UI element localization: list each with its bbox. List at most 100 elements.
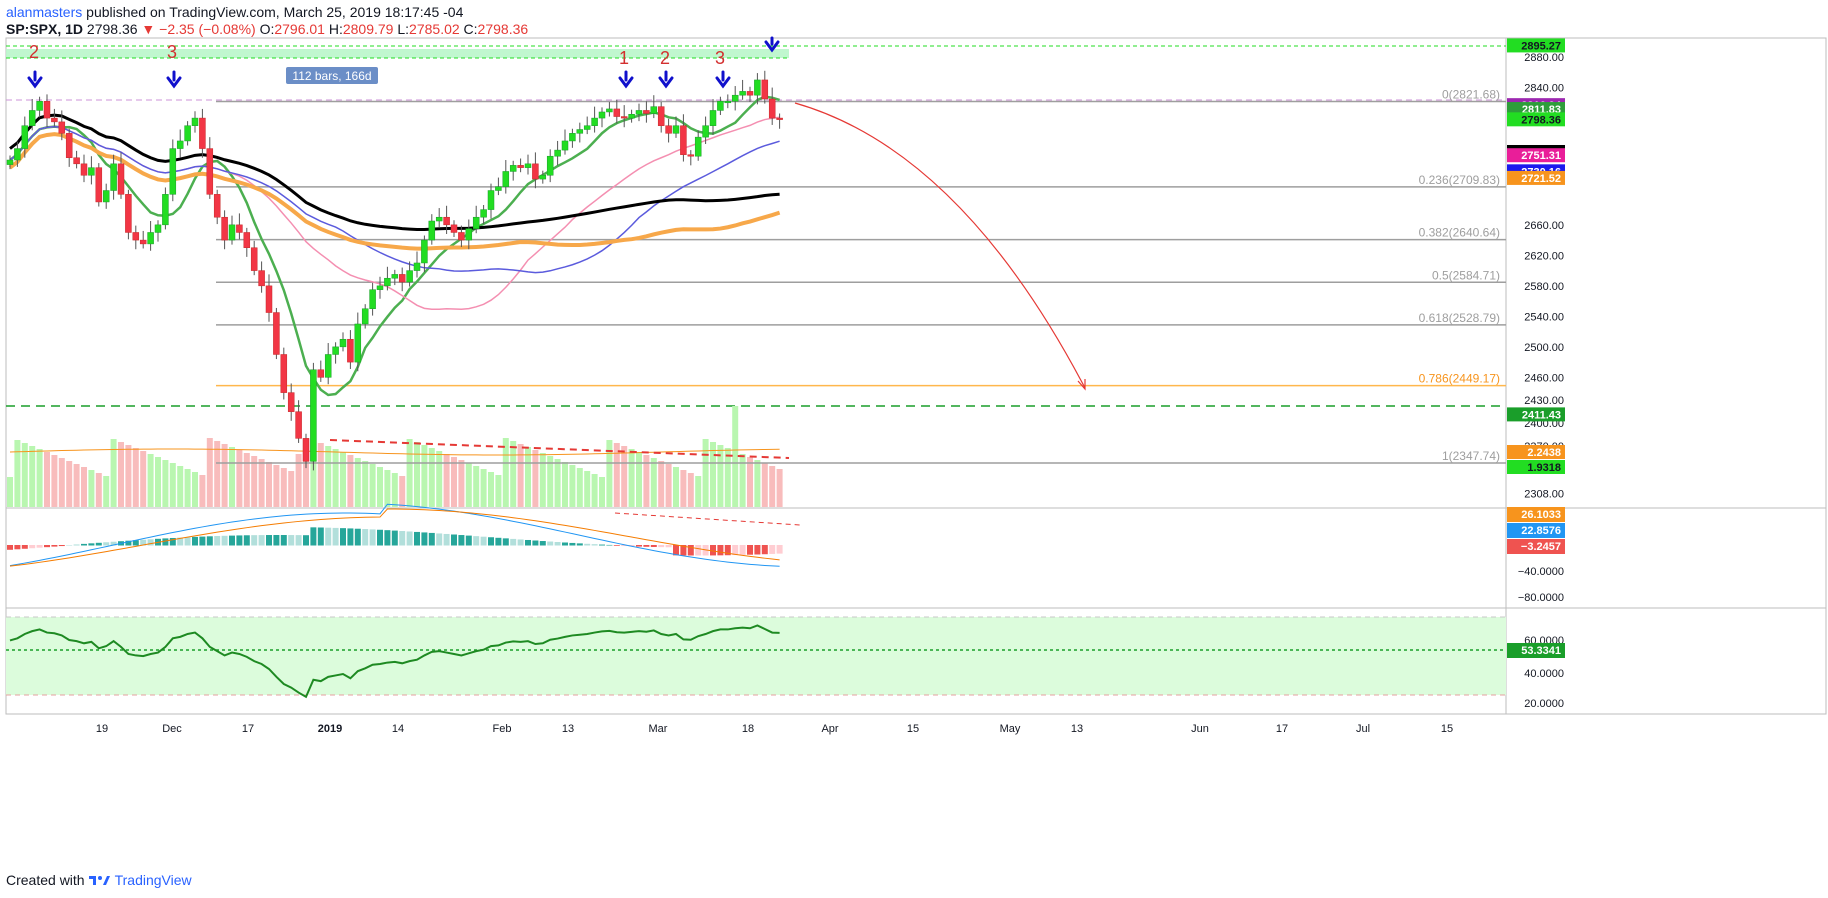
macd-histogram-bar <box>754 545 761 555</box>
macd-histogram-bar <box>717 545 724 556</box>
publish-line: alanmasters published on TradingView.com… <box>6 4 463 20</box>
macd-histogram-bar <box>399 531 406 546</box>
candle <box>672 125 680 134</box>
macd-histogram-bar <box>695 545 702 556</box>
chart-canvas[interactable]: 0(2821.68) 0.236(2709.83) 0.382(2640.64) 0.… <box>0 0 1828 870</box>
volume-bar <box>347 455 354 507</box>
volume-bar <box>658 461 665 507</box>
macd-histogram-bar <box>7 545 13 550</box>
volume-bar <box>155 457 161 507</box>
macd-histogram-bar <box>14 545 21 550</box>
macd-signal-line <box>9 508 780 567</box>
price-tick: 2500.00 <box>1524 342 1564 354</box>
macd-tick: −40.0000 <box>1518 566 1564 578</box>
candle <box>14 148 21 161</box>
volume-bar <box>229 447 235 507</box>
macd-histogram-bar <box>184 537 191 546</box>
candle <box>754 79 761 96</box>
candle <box>635 110 643 115</box>
macd-histogram-bar <box>340 528 346 546</box>
volume-bar <box>66 461 73 507</box>
volume-bar <box>428 448 435 507</box>
candle <box>176 140 184 149</box>
volume-bar <box>391 473 398 507</box>
volume-bar <box>488 472 494 507</box>
macd-histogram-bar <box>21 545 28 549</box>
volume-bar <box>295 454 302 507</box>
macd-histogram-bar <box>236 535 243 546</box>
macd-histogram-bar <box>562 542 568 546</box>
volume-bar <box>628 449 635 507</box>
volume-bar <box>118 442 124 507</box>
candle <box>280 354 288 393</box>
macd-histogram-bar <box>317 527 324 546</box>
volume-bar <box>14 440 21 507</box>
time-tick: 18 <box>742 723 754 735</box>
macd-histogram-bar <box>391 530 398 546</box>
volume-bar <box>340 452 346 507</box>
candle <box>724 101 732 104</box>
candle <box>243 232 251 248</box>
candle <box>51 117 58 123</box>
macd-histogram-bar <box>532 540 539 546</box>
price-tick: 2840.00 <box>1524 83 1564 95</box>
macd-histogram-bar <box>687 545 694 556</box>
volume-bar <box>236 450 243 507</box>
price-tick: 2580.00 <box>1524 281 1564 293</box>
candle <box>132 232 140 241</box>
macd-histogram-bar <box>229 535 235 546</box>
price-badge <box>1507 445 1565 459</box>
macd-histogram-bar <box>221 535 228 546</box>
time-tick: May <box>1000 723 1021 735</box>
volume-bar <box>739 454 746 507</box>
candle <box>524 163 532 168</box>
macd-histogram-bar <box>95 542 102 546</box>
candle <box>694 136 702 157</box>
volume-bar <box>636 452 642 507</box>
candle <box>147 232 154 245</box>
time-tick: 2019 <box>318 723 342 735</box>
volume-bar <box>36 449 43 507</box>
volume-bar <box>480 469 487 507</box>
price-badge-label: 2411.43 <box>1522 409 1561 421</box>
candle <box>702 125 709 138</box>
candle <box>458 232 465 241</box>
wave-label-5: 3 <box>715 48 725 68</box>
macd-histogram-bar <box>214 536 221 546</box>
volume-bar <box>732 406 739 507</box>
candle <box>43 101 51 119</box>
low-value: 2785.02 <box>409 21 460 37</box>
candle <box>576 129 584 134</box>
candle <box>354 323 362 363</box>
volume-bar <box>73 464 80 507</box>
macd-histogram-bar <box>473 536 480 546</box>
volume-bar <box>643 455 650 507</box>
candle <box>435 216 443 222</box>
time-tick: Jun <box>1191 723 1209 735</box>
macd-histogram-bar <box>73 544 80 546</box>
tradingview-link[interactable]: TradingView <box>114 872 192 888</box>
candle <box>628 114 635 119</box>
volume-bar <box>613 443 620 507</box>
candle <box>228 224 236 241</box>
candle <box>102 190 110 203</box>
candle <box>509 165 517 172</box>
volume-bar <box>576 468 583 507</box>
candle <box>384 277 391 287</box>
macd-histogram-bar <box>643 545 650 547</box>
macd-histogram-bar <box>539 541 546 546</box>
volume-bar <box>554 459 561 507</box>
volume-bar <box>547 456 554 507</box>
price-badge-label: 2751.31 <box>1521 150 1561 162</box>
volume-bar <box>81 467 87 507</box>
candle <box>213 194 221 218</box>
volume-bar <box>29 446 36 507</box>
volume-bar <box>214 441 221 507</box>
author-link[interactable]: alanmasters <box>6 4 83 20</box>
volume-bar <box>103 476 110 507</box>
macd-histogram-bar <box>332 527 339 546</box>
down-arrow-icon <box>618 70 634 89</box>
macd-histogram-bar <box>273 535 280 546</box>
macd-histogram-bar <box>680 545 687 556</box>
macd-histogram-bar <box>495 537 502 546</box>
